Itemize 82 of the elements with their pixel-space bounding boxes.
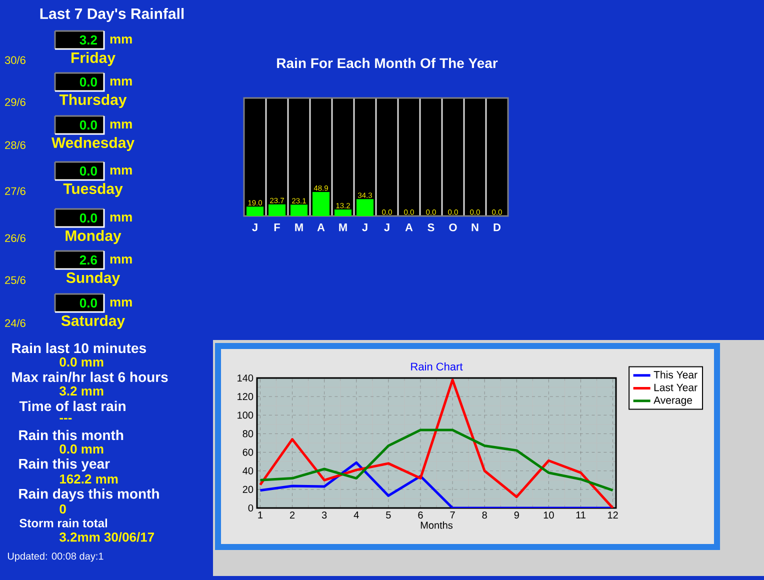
text: Rain days this month xyxy=(19,488,159,502)
text: mm xyxy=(110,167,132,174)
x-tick-label: 4 xyxy=(354,512,359,518)
legend-label: This Year xyxy=(654,370,698,378)
legend-label: Last Year xyxy=(654,384,698,392)
legend-label: Average xyxy=(654,396,692,406)
x-tick-label: 9 xyxy=(514,512,519,519)
x-tick-label: D xyxy=(494,224,501,232)
chart-title: Rain Chart xyxy=(411,362,463,371)
text: 26/6 xyxy=(5,234,26,242)
text: mm xyxy=(110,78,132,86)
x-tick-label: J xyxy=(384,224,390,232)
text: 2.6 xyxy=(80,255,98,265)
y-tick-label: 60 xyxy=(242,448,254,456)
text: Monday xyxy=(66,230,122,244)
text: mm xyxy=(110,299,132,306)
text: 0.0 mm xyxy=(60,444,104,454)
y-tick-label: 100 xyxy=(238,412,254,419)
y-tick-label: 140 xyxy=(238,374,254,382)
x-tick-label: 12 xyxy=(608,512,618,518)
x-tick-label: 2 xyxy=(290,512,295,518)
text: mm xyxy=(110,256,132,264)
text: Rain this year xyxy=(19,458,110,472)
text: 24/6 xyxy=(5,318,26,328)
text: 30/6 xyxy=(4,56,26,64)
text: Rain this month xyxy=(19,430,124,440)
x-tick-label: F xyxy=(274,224,280,232)
text: 3.2mm 30/06/17 xyxy=(59,532,154,542)
x-tick-label: M xyxy=(339,224,347,232)
text: --- xyxy=(60,418,72,420)
x-tick-label: 6 xyxy=(418,512,423,519)
text: Saturday xyxy=(61,315,126,329)
text: Rain last 10 minutes xyxy=(12,342,146,354)
text: 0.0 xyxy=(80,213,97,223)
x-tick-label: A xyxy=(317,224,325,232)
x-tick-label: 1 xyxy=(258,512,263,518)
text: Time of last rain xyxy=(19,400,126,412)
text: mm xyxy=(110,214,132,222)
y-tick-label: 40 xyxy=(242,467,254,474)
text: Friday xyxy=(71,52,116,66)
text: 0 xyxy=(60,504,66,514)
text: 0.0 xyxy=(80,77,97,87)
chart-title: Rain For Each Month Of The Year xyxy=(277,58,498,68)
x-tick-label: 5 xyxy=(386,512,391,518)
text: Storm rain total xyxy=(20,518,108,528)
x-tick-label: M xyxy=(295,224,303,232)
text: 162.2 mm xyxy=(60,474,118,484)
text: 0.0 xyxy=(80,298,97,308)
text: 3.2 xyxy=(80,35,97,45)
x-tick-label: 7 xyxy=(450,512,455,518)
x-tick-label: 3 xyxy=(322,512,327,519)
text: 27/6 xyxy=(5,186,26,196)
x-tick-label: O xyxy=(449,224,457,232)
text: 28/6 xyxy=(5,140,26,150)
x-tick-label: J xyxy=(362,224,368,232)
y-tick-label: 120 xyxy=(238,393,254,400)
text: Updated: 00:08 day:1 xyxy=(8,552,104,562)
x-tick-label: J xyxy=(252,224,258,232)
text: Wednesday xyxy=(51,137,134,151)
text: Thursday xyxy=(59,94,127,108)
x-tick-label: 10 xyxy=(544,512,554,519)
x-axis-title: Months xyxy=(420,521,453,529)
x-tick-label: 8 xyxy=(482,512,487,519)
text: 29/6 xyxy=(5,98,26,106)
text: mm xyxy=(110,121,132,128)
text: 0.0 xyxy=(80,166,97,176)
text: Max rain/hr last 6 hours xyxy=(12,372,168,382)
y-tick-label: 80 xyxy=(242,430,254,438)
text: 0.0 xyxy=(80,120,97,130)
x-tick-label: A xyxy=(405,224,413,232)
x-tick-label: N xyxy=(472,224,478,232)
x-tick-label: S xyxy=(428,224,434,232)
text: Last 7 Day's Rainfall xyxy=(40,8,184,22)
text: mm xyxy=(110,36,132,44)
text: 0.0 mm xyxy=(60,357,104,367)
y-tick-label: 0 xyxy=(248,504,254,512)
x-tick-label: 11 xyxy=(576,512,586,518)
text: Tuesday xyxy=(63,183,123,197)
text: 25/6 xyxy=(5,276,26,284)
text: 3.2 mm xyxy=(59,386,104,396)
text: Sunday xyxy=(66,272,120,286)
y-tick-label: 20 xyxy=(242,486,254,493)
